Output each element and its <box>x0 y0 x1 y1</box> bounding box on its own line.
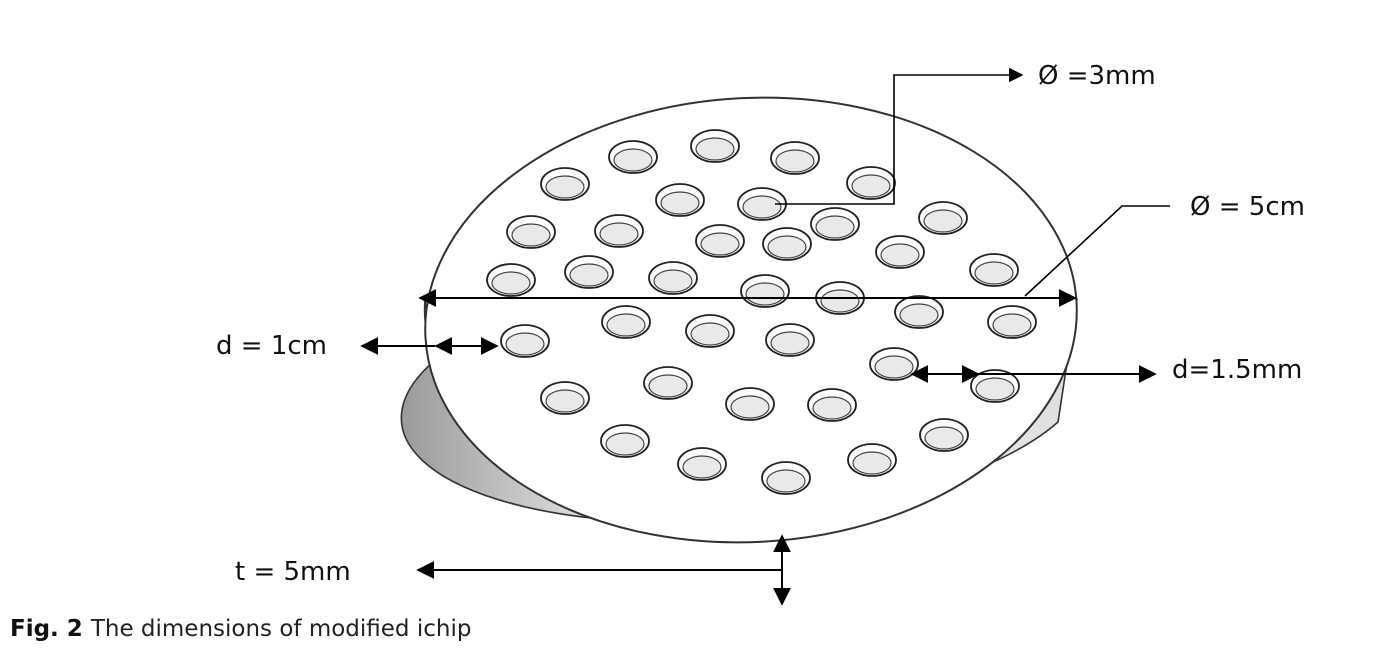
edge-distance-label: d = 1cm <box>216 331 327 361</box>
hole <box>762 227 812 261</box>
hole-diameter-label: Ø =3mm <box>1038 61 1156 91</box>
hole <box>918 201 968 235</box>
hole <box>594 214 644 248</box>
figure-caption: Fig. 2 The dimensions of modified ichip <box>10 616 471 642</box>
hole-spacing-label: d=1.5mm <box>1172 355 1302 385</box>
hole <box>486 263 536 297</box>
disk-diameter-label: Ø = 5cm <box>1190 192 1305 222</box>
hole <box>695 224 745 258</box>
hole <box>725 387 775 421</box>
hole <box>600 424 650 458</box>
hole <box>690 129 740 163</box>
caption-text: The dimensions of modified ichip <box>90 616 472 642</box>
disk-diameter-leader <box>1024 205 1170 297</box>
hole <box>740 274 790 308</box>
hole <box>677 447 727 481</box>
hole <box>761 461 811 495</box>
hole <box>765 323 815 357</box>
hole <box>643 366 693 400</box>
hole <box>685 314 735 348</box>
hole <box>500 324 550 358</box>
hole <box>648 261 698 295</box>
hole <box>601 305 651 339</box>
hole <box>540 167 590 201</box>
hole <box>875 235 925 269</box>
hole <box>970 369 1020 403</box>
hole <box>894 295 944 329</box>
figure-number: Fig. 2 <box>10 616 83 642</box>
hole <box>847 443 897 477</box>
hole <box>540 381 590 415</box>
hole <box>846 166 896 200</box>
hole <box>770 141 820 175</box>
hole-diameter-leader <box>775 67 1024 205</box>
hole <box>969 253 1019 287</box>
hole <box>807 388 857 422</box>
hole <box>655 183 705 217</box>
hole <box>919 418 969 452</box>
hole <box>810 207 860 241</box>
hole <box>608 140 658 174</box>
hole <box>869 347 919 381</box>
hole <box>564 255 614 289</box>
thickness-label: t = 5mm <box>235 557 351 587</box>
hole <box>506 215 556 249</box>
hole <box>737 187 787 221</box>
hole <box>987 305 1037 339</box>
